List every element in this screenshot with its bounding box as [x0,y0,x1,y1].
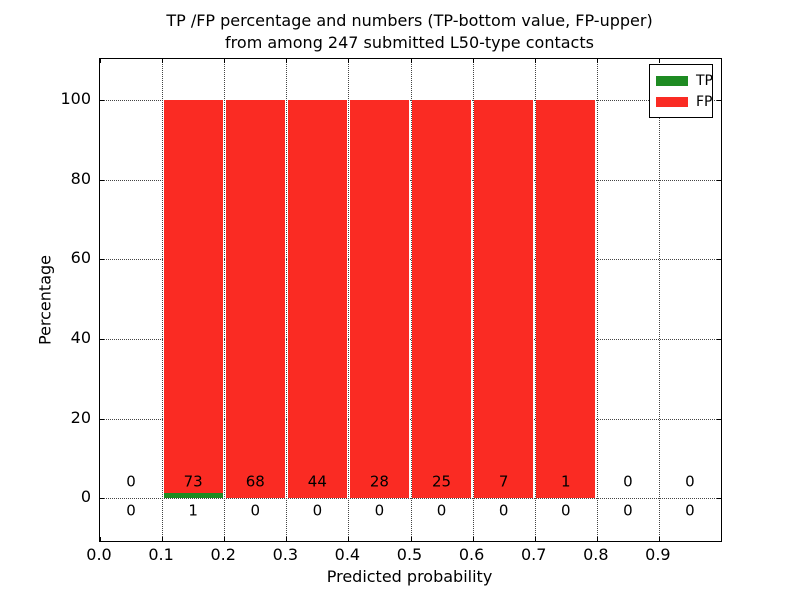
fp-swatch [656,96,688,107]
x-tick-mark-top [162,59,164,63]
legend-entry-fp: FP [656,91,713,112]
gridline-x-0.6 [472,59,474,541]
tp-count-label-bin-2: 0 [250,501,261,520]
y-tick-label-20: 20 [70,407,91,427]
y-tick-mark-right [717,338,721,340]
legend-entry-tp: TP [656,70,713,91]
x-tick-mark-bottom [410,537,412,541]
x-tick-label-0.1: 0.1 [148,545,174,564]
tp-count-label-bin-0: 0 [126,501,136,520]
tp-count-label-bin-7: 0 [560,501,571,520]
x-tick-mark-top [100,59,101,63]
y-tick-mark-left [100,338,104,340]
x-tick-label-0.9: 0.9 [645,545,671,564]
x-tick-mark-top [596,59,598,63]
x-tick-mark-bottom [162,537,164,541]
gridline-x-0.4 [348,59,350,541]
y-tick-mark-left [100,100,104,102]
gridline-x-0.2 [224,59,226,541]
bar-fp-bin-4 [349,100,409,499]
bar-fp-bin-7 [536,100,596,499]
x-tick-mark-bottom [100,537,101,541]
x-tick-mark-bottom [658,537,660,541]
gridline-x-0.7 [534,59,536,541]
y-tick-label-60: 60 [70,248,91,268]
y-tick-mark-left [100,418,104,420]
x-tick-label-0.8: 0.8 [583,545,609,564]
y-tick-label-0: 0 [80,487,91,507]
x-tick-label-0.7: 0.7 [520,545,547,564]
y-tick-label-100: 100 [60,89,91,109]
fp-count-label-bin-2: 68 [245,472,265,491]
x-tick-mark-bottom [286,537,288,541]
x-tick-mark-top [410,59,412,63]
tp-count-label-bin-5: 0 [436,501,447,520]
x-tick-label-0.2: 0.2 [210,545,236,564]
fp-count-label-bin-8: 0 [623,472,633,491]
chart-title-line2: from among 247 submitted L50-type contac… [225,33,594,52]
x-tick-label-0.3: 0.3 [272,545,299,564]
x-tick-mark-top [286,59,288,63]
x-tick-mark-top [534,59,536,63]
legend-label-fp: FP [696,93,713,110]
fp-count-label-bin-1: 73 [183,472,203,491]
fp-count-label-bin-7: 1 [560,472,571,491]
legend: TP FP [649,64,713,118]
x-tick-mark-bottom [596,537,598,541]
x-tick-mark-bottom [224,537,226,541]
x-tick-mark-top [472,59,474,63]
fp-count-label-bin-0: 0 [126,472,136,491]
tp-count-label-bin-6: 0 [498,501,509,520]
fp-count-label-bin-9: 0 [685,472,695,491]
y-tick-mark-left [100,259,104,261]
x-tick-mark-top [348,59,350,63]
y-tick-label-80: 80 [70,168,91,188]
fp-count-label-bin-3: 44 [307,472,327,491]
fp-count-label-bin-4: 28 [369,472,389,491]
y-tick-mark-right [717,100,721,102]
tp-count-label-bin-3: 0 [312,501,323,520]
y-tick-mark-left [100,498,104,500]
bar-fp-bin-2 [225,100,285,499]
x-tick-mark-bottom [472,537,474,541]
y-tick-label-40: 40 [70,327,91,347]
x-tick-label-0.6: 0.6 [458,545,485,564]
gridline-x-0.8 [596,59,598,541]
x-tick-label-0.5: 0.5 [396,545,423,564]
tp-swatch [656,75,688,86]
legend-label-tp: TP [696,72,713,89]
gridline-x-0.1 [162,59,164,541]
bar-fp-bin-6 [474,100,534,499]
tp-count-label-bin-1: 1 [188,501,198,520]
chart-title: TP /FP percentage and numbers (TP-bottom… [99,10,720,54]
gridline-x-0.3 [286,59,288,541]
x-tick-mark-bottom [534,537,536,541]
bar-tp-bin-1 [163,492,223,499]
x-tick-mark-top [224,59,226,63]
tp-count-label-bin-4: 0 [374,501,385,520]
plot-area: TP FP 0 0 73 1 68 0 44 0 28 0 25 0 7 0 1 0 0 0 0 0 [99,58,722,542]
bar-fp-bin-1 [163,100,223,493]
y-tick-mark-right [717,259,721,261]
tp-count-label-bin-8: 0 [623,501,633,520]
x-tick-label-0.4: 0.4 [334,545,361,564]
bar-fp-bin-3 [287,100,347,499]
gridline-x-0.9 [658,59,660,541]
fp-count-label-bin-5: 25 [432,472,452,491]
x-tick-mark-bottom [348,537,350,541]
chart-title-line1: TP /FP percentage and numbers (TP-bottom… [166,11,653,30]
y-tick-mark-left [100,179,104,181]
x-tick-mark-top [658,59,660,63]
x-tick-label-0.0: 0.0 [86,545,112,564]
y-tick-mark-right [717,418,721,420]
gridline-x-0.5 [410,59,412,541]
tp-count-label-bin-9: 0 [685,501,695,520]
y-tick-mark-right [717,498,721,500]
y-tick-mark-right [717,179,721,181]
x-axis-label: Predicted probability [326,567,493,586]
fp-count-label-bin-6: 7 [498,472,509,491]
bar-fp-bin-5 [412,100,472,499]
